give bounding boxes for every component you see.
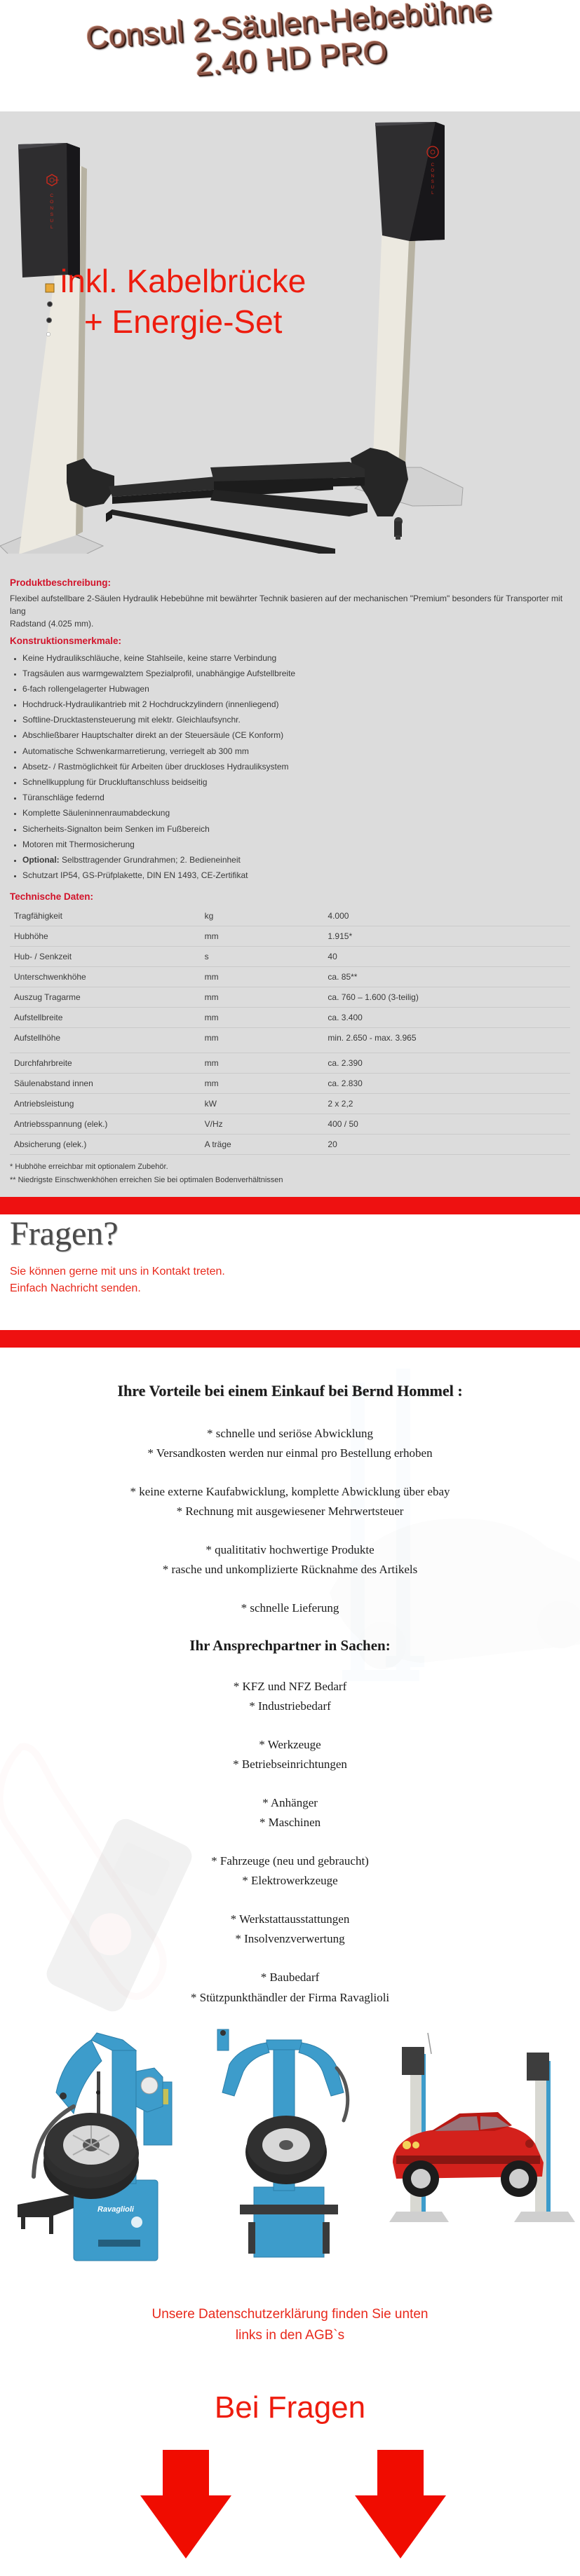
svg-text:Ravaglioli: Ravaglioli [97, 2205, 135, 2214]
svg-text:U: U [50, 219, 53, 224]
svg-text:U: U [431, 186, 435, 190]
svg-text:L: L [50, 225, 53, 230]
svg-text:N: N [50, 206, 53, 211]
svg-text:O: O [50, 200, 54, 205]
svg-text:C: C [50, 193, 53, 198]
svg-text:C: C [431, 163, 435, 167]
svg-text:O: O [431, 169, 434, 173]
svg-text:L: L [431, 191, 434, 196]
svg-text:S: S [431, 180, 435, 184]
svg-text:S: S [50, 212, 54, 217]
svg-text:N: N [431, 174, 435, 179]
